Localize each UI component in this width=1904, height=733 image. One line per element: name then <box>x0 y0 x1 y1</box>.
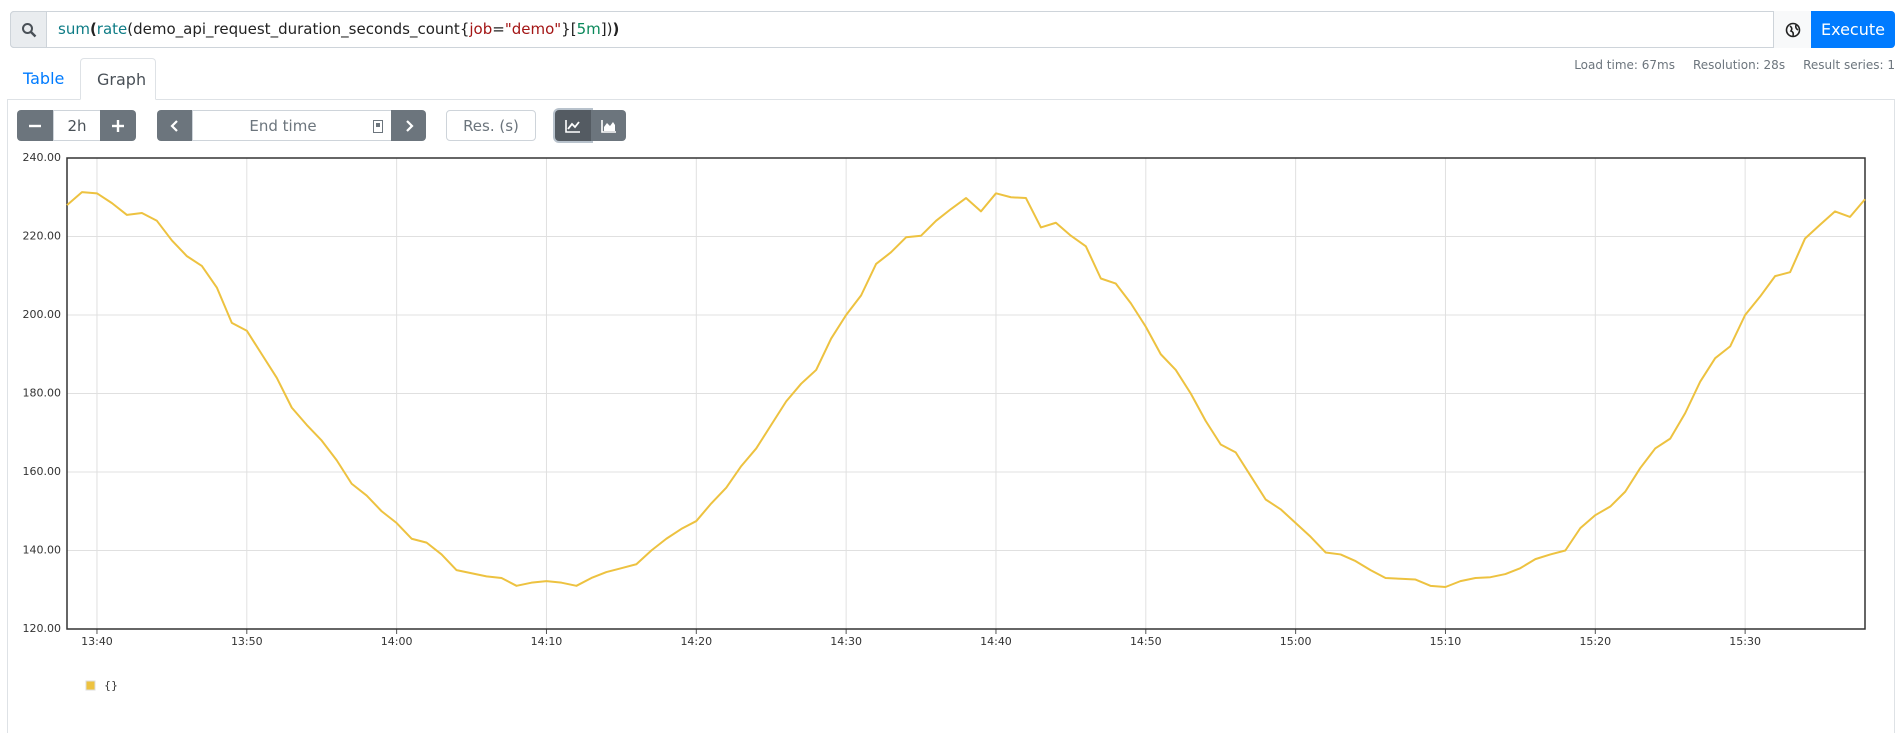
x-tick-label: 15:30 <box>1729 635 1761 648</box>
x-tick-label: 15:10 <box>1430 635 1462 648</box>
tab-graph[interactable]: Graph <box>80 58 156 100</box>
query-token: sum <box>58 20 90 38</box>
previous-time-button[interactable] <box>157 110 192 141</box>
next-time-button[interactable] <box>391 110 426 141</box>
x-tick-label: 14:00 <box>381 635 413 648</box>
stat: Resolution: 28s <box>1692 58 1786 72</box>
decrease-range-button[interactable] <box>17 110 53 141</box>
series-line <box>66 191 1866 588</box>
y-tick-label: 220.00 <box>23 230 62 243</box>
x-tick-label: 14:20 <box>680 635 712 648</box>
query-token: 5m <box>576 20 601 38</box>
query-token: rate <box>96 20 128 38</box>
query-token: ) <box>612 20 620 38</box>
range-input[interactable]: 2h <box>53 110 101 141</box>
query-token: } <box>561 20 571 38</box>
query-token: ( <box>89 20 97 38</box>
stat: Result series: 1 <box>1803 58 1895 72</box>
execute-button[interactable]: Execute <box>1811 11 1895 48</box>
resolution-input[interactable]: Res. (s) <box>446 110 536 141</box>
y-tick-label: 120.00 <box>23 622 62 635</box>
x-tick-label: 14:10 <box>531 635 563 648</box>
stat: Load time: 67ms <box>1574 58 1675 72</box>
end-time-placeholder: End time <box>249 116 317 135</box>
query-token: "demo" <box>504 20 562 38</box>
metrics-explorer-button[interactable] <box>1773 11 1811 48</box>
y-tick-label: 180.00 <box>23 387 62 400</box>
legend-label: {} <box>104 679 118 692</box>
increase-range-button[interactable] <box>100 110 136 141</box>
minus-icon <box>29 124 41 127</box>
legend-swatch <box>85 680 96 691</box>
query-token: demo_api_request_duration_seconds_count <box>133 20 460 38</box>
tab-table[interactable]: Table <box>23 69 65 88</box>
globe-icon <box>1785 22 1800 37</box>
query-token: ] <box>600 20 607 38</box>
y-tick-label: 160.00 <box>23 465 62 478</box>
x-tick-label: 14:50 <box>1130 635 1162 648</box>
query-token: = <box>492 20 505 38</box>
plot-frame <box>66 157 1866 630</box>
query-stats: Load time: 67ms Resolution: 28s Result ser… <box>1556 58 1895 72</box>
chart: 120.00 140.00 160.00 180.00 200.00 220.00 240.… <box>23 151 1866 692</box>
x-tick-label: 14:30 <box>830 635 862 648</box>
x-tick-label: 15:00 <box>1280 635 1312 648</box>
unstacked-button[interactable] <box>555 110 591 141</box>
chevron-right <box>405 119 414 132</box>
search-icon <box>10 11 47 48</box>
magnifier <box>21 22 36 37</box>
x-tick-label: 13:50 <box>231 635 263 648</box>
stacked-button[interactable] <box>591 110 626 141</box>
x-tick-label: 15:20 <box>1579 635 1611 648</box>
y-tick-label: 200.00 <box>23 308 62 321</box>
calendar-icon <box>373 120 383 133</box>
query-token: job <box>469 20 493 38</box>
query-expression[interactable]: sum(rate(demo_api_request_duration_secon… <box>58 11 619 48</box>
x-tick-label: 14:40 <box>980 635 1012 648</box>
plus-icon <box>112 119 124 132</box>
query-token: [ <box>570 20 577 38</box>
chevron-left <box>169 119 178 132</box>
area-chart-icon <box>600 119 616 133</box>
y-tick-label: 140.00 <box>23 544 62 557</box>
line-chart-icon <box>565 119 580 133</box>
x-tick-label: 13:40 <box>81 635 113 648</box>
graph-panel <box>7 99 1895 733</box>
query-token: ( <box>127 20 134 38</box>
end-time-input[interactable]: End time <box>192 110 392 141</box>
y-tick-label: 240.00 <box>23 151 62 164</box>
query-token: ) <box>606 20 613 38</box>
query-token: { <box>459 20 470 38</box>
